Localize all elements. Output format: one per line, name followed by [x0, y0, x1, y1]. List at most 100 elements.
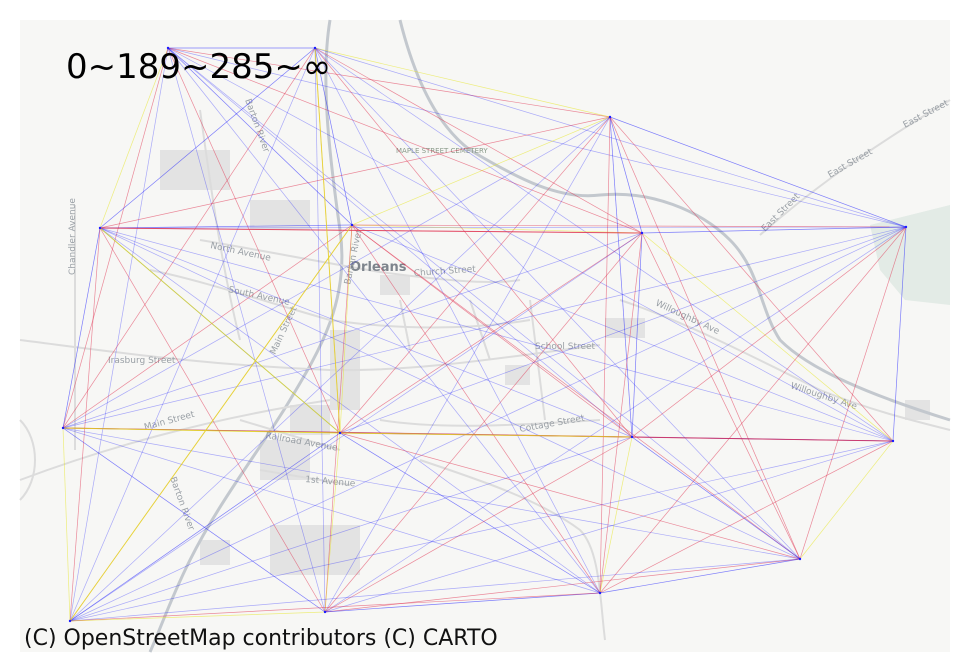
- network-edge-highlight: [314, 47, 341, 434]
- network-edge: [324, 226, 907, 613]
- network-node: [166, 46, 170, 50]
- network-edge: [799, 440, 894, 560]
- network-node: [313, 46, 317, 50]
- network-edge: [167, 47, 326, 613]
- network-edge: [314, 47, 907, 228]
- poi-label-cemetery: MAPLE STREET CEMETERY: [396, 147, 488, 155]
- network-edge: [631, 436, 801, 560]
- network-edge: [69, 227, 101, 622]
- street-label-chandler: Chandler Avenue: [68, 198, 78, 275]
- network-edge: [324, 432, 341, 613]
- network-edge: [351, 224, 601, 594]
- network-edge: [99, 224, 353, 229]
- network-edge: [314, 47, 894, 442]
- network-edge: [339, 226, 907, 434]
- rivers: [148, 19, 951, 653]
- network-edge: [609, 116, 633, 438]
- network-edge: [314, 47, 801, 560]
- network-edge: [69, 611, 326, 622]
- network-edge: [167, 47, 601, 594]
- network-edge: [69, 436, 633, 622]
- network-edge: [167, 47, 353, 226]
- network-edge: [62, 224, 353, 429]
- network-edge: [339, 224, 353, 434]
- network-edge: [641, 232, 894, 442]
- network-node: [608, 115, 612, 119]
- network-edge: [599, 440, 894, 594]
- network-node: [630, 435, 634, 439]
- network-edge: [62, 427, 601, 594]
- network-edge-highlight: [339, 432, 633, 438]
- network-edge: [351, 224, 643, 234]
- network-edge: [339, 232, 643, 434]
- network-nodes: [61, 46, 908, 623]
- network-node: [904, 225, 908, 229]
- network-edge: [62, 226, 907, 429]
- network-edge: [314, 47, 326, 613]
- network-node: [598, 591, 602, 595]
- network-edge: [69, 432, 341, 622]
- network-edge-highlight: [99, 227, 341, 434]
- network-edge: [892, 226, 907, 442]
- network-node: [891, 439, 895, 443]
- network-edge-highlight: [62, 427, 341, 434]
- network-edge: [339, 116, 611, 434]
- network-edge: [167, 47, 611, 118]
- network-edge-highlight: [69, 224, 353, 622]
- network-edge: [641, 226, 907, 234]
- network-edge: [799, 226, 907, 560]
- network-edge: [69, 440, 894, 622]
- network-edge: [599, 116, 611, 594]
- network-edge: [167, 47, 894, 442]
- network-edge: [167, 47, 633, 438]
- network-edge: [62, 427, 71, 622]
- network-edge: [314, 47, 611, 118]
- network-edge: [69, 232, 643, 622]
- network-edge: [351, 224, 894, 442]
- network-edge: [324, 232, 643, 613]
- network-edge: [62, 232, 643, 429]
- network-edge: [324, 116, 611, 613]
- network-edge: [62, 47, 316, 429]
- network-edge: [62, 427, 326, 613]
- network-edge: [314, 47, 601, 594]
- park-area: [870, 205, 950, 305]
- network-edge: [631, 226, 907, 438]
- network-edge: [99, 47, 169, 229]
- network-edge: [314, 47, 353, 226]
- map-attribution: (C) OpenStreetMap contributors (C) CARTO: [24, 626, 498, 651]
- network-edge: [69, 47, 169, 622]
- network-node: [350, 223, 354, 227]
- network-node: [323, 610, 327, 614]
- network-edge: [599, 436, 633, 594]
- network-edge: [339, 432, 801, 560]
- band-legend-title: 0~189~285~∞: [66, 47, 331, 87]
- network-edge: [609, 116, 643, 234]
- network-edge: [99, 116, 611, 229]
- network-edge: [167, 47, 801, 560]
- street-label-church-street: Church Street: [414, 265, 477, 279]
- network-node: [98, 226, 102, 230]
- roads: [19, 99, 951, 641]
- network-edge: [99, 227, 633, 438]
- network-edge: [339, 432, 601, 594]
- network-edge: [69, 116, 611, 622]
- network-edge: [631, 232, 643, 438]
- street-label-school: School Street: [535, 342, 596, 352]
- network-edge: [314, 47, 643, 234]
- network-edge: [69, 592, 601, 622]
- network-edge: [324, 440, 894, 613]
- network-edge: [599, 558, 801, 594]
- network-edge: [69, 226, 907, 622]
- network-edge: [609, 116, 801, 560]
- network-edge: [62, 427, 801, 560]
- network-node: [338, 431, 342, 435]
- network-edge: [99, 226, 907, 229]
- network-edge: [167, 47, 907, 228]
- network-edge: [62, 227, 101, 429]
- street-label-first-ave: 1st Avenue: [305, 475, 356, 489]
- network-edge: [351, 116, 611, 226]
- network-edge: [99, 227, 601, 594]
- network-edge: [62, 47, 169, 429]
